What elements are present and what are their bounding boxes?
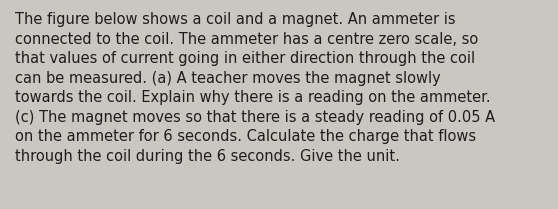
Text: The figure below shows a coil and a magnet. An ammeter is
connected to the coil.: The figure below shows a coil and a magn…	[15, 12, 495, 164]
